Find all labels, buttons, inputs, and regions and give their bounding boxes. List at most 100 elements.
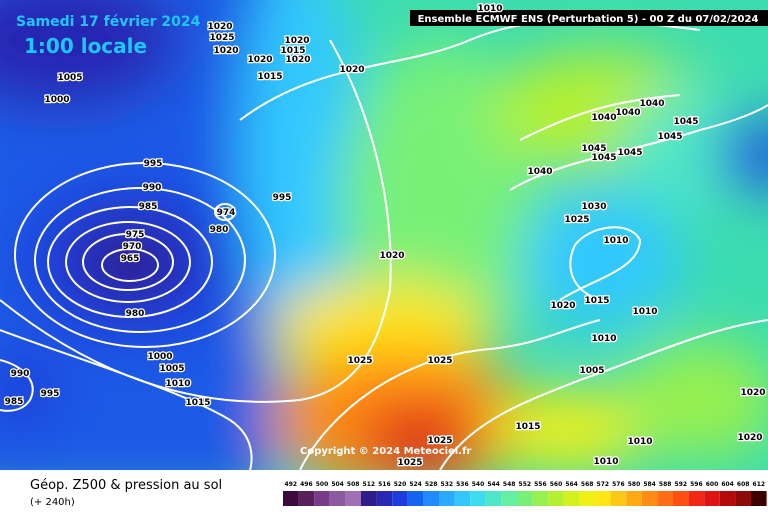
- isobar-label: 1005: [579, 366, 604, 376]
- legend-label: 520: [394, 481, 407, 488]
- isobar-label: 1045: [591, 153, 616, 163]
- isobar-label: 980: [210, 225, 229, 235]
- legend-label: 540: [472, 481, 485, 488]
- legend-swatch: [376, 491, 393, 506]
- field: [0, 0, 768, 470]
- isobar-label: 1020: [213, 46, 238, 56]
- isobar-label: 1000: [147, 352, 172, 362]
- legend-swatch: [688, 491, 705, 506]
- legend-swatch: [704, 491, 720, 506]
- isobar-label: 1010: [593, 457, 618, 467]
- legend-swatch: [392, 491, 408, 506]
- isobar-label: 1020: [339, 65, 364, 75]
- legend-label: 528: [425, 481, 438, 488]
- isobar-label: 985: [5, 397, 24, 407]
- isobar-label: 1010: [591, 334, 616, 344]
- legend-swatch: [751, 491, 767, 506]
- isobar-label: 1040: [639, 99, 664, 109]
- isobar-label: 995: [144, 159, 163, 169]
- legend-label: 588: [659, 481, 672, 488]
- legend-swatch: [454, 491, 471, 506]
- legend-label: 584: [643, 481, 656, 488]
- isobar-label: 1010: [632, 307, 657, 317]
- isobar-label: 1020: [737, 433, 762, 443]
- isobar-label: 1015: [515, 422, 540, 432]
- product-title: Géop. Z500 & pression au sol: [30, 478, 222, 493]
- isobar-label: 985: [139, 202, 158, 212]
- legend-swatch: [470, 491, 486, 506]
- legend-swatch: [673, 491, 689, 506]
- legend-swatch: [517, 491, 533, 506]
- isobar-label: 995: [41, 389, 60, 399]
- legend-label: 532: [441, 481, 454, 488]
- isobar-label: 1025: [397, 458, 422, 468]
- isobar-label: 965: [121, 254, 140, 264]
- legend-label: 524: [409, 481, 422, 488]
- isobar-label: 975: [126, 230, 145, 240]
- local-time: 1:00 locale: [24, 34, 147, 58]
- legend-label: 596: [690, 481, 703, 488]
- legend-label: 580: [628, 481, 641, 488]
- isobar-label: 1025: [347, 356, 372, 366]
- isobar-label: 1045: [581, 144, 606, 154]
- legend-label: 504: [331, 481, 344, 488]
- isobar-label: 1010: [165, 379, 190, 389]
- legend-swatch: [595, 491, 611, 506]
- isobar-label: 1020: [379, 251, 404, 261]
- isobar-label: 1025: [564, 215, 589, 225]
- legend-label: 516: [378, 481, 391, 488]
- legend-swatch: [735, 491, 751, 506]
- isobar-label: 970: [123, 242, 142, 252]
- isobar-label: 990: [143, 183, 162, 193]
- isobar-label: 1045: [657, 132, 682, 142]
- legend-swatch: [345, 491, 361, 506]
- isobar-label: 1025: [209, 33, 234, 43]
- isobar-label: 1005: [57, 73, 82, 83]
- isobar-label: 1030: [581, 202, 606, 212]
- legend-swatch: [439, 491, 455, 506]
- isobar-label: 1015: [257, 72, 282, 82]
- legend-swatch: [548, 491, 564, 506]
- isobars: [0, 19, 768, 470]
- legend-label: 592: [675, 481, 688, 488]
- isobar-label: 1040: [615, 108, 640, 118]
- isobar-label: 1045: [617, 148, 642, 158]
- isobar-label: 1010: [603, 236, 628, 246]
- legend-label: 572: [597, 481, 610, 488]
- legend-label: 612: [753, 481, 766, 488]
- legend-swatch: [298, 491, 315, 506]
- isobar-label: 1040: [527, 167, 552, 177]
- run-info: Ensemble ECMWF ENS (Perturbation 5) - 00…: [418, 14, 759, 25]
- legend-label: 600: [706, 481, 719, 488]
- isobar-label: 1025: [427, 436, 452, 446]
- legend-label: 556: [534, 481, 547, 488]
- legend-swatch: [501, 491, 517, 506]
- legend-label: 544: [487, 481, 500, 488]
- legend-swatch: [579, 491, 595, 506]
- legend-label: 564: [565, 481, 578, 488]
- isobar-label: 1020: [550, 301, 575, 311]
- legend-swatch: [314, 491, 330, 506]
- isobar-label: 990: [11, 369, 30, 379]
- isobar-label: 1020: [740, 388, 765, 398]
- legend-swatch: [423, 491, 439, 506]
- isobar-label: 1020: [284, 36, 309, 46]
- legend-label: 548: [503, 481, 516, 488]
- isobar-label: 1040: [591, 113, 616, 123]
- legend-swatch: [407, 491, 424, 506]
- legend-swatch: [657, 491, 673, 506]
- legend-label: 508: [347, 481, 360, 488]
- legend-swatch: [610, 491, 627, 506]
- isobar-label: 995: [273, 193, 292, 203]
- isobar-label: 1000: [44, 95, 69, 105]
- isobar-label: 1045: [673, 117, 698, 127]
- legend-swatch: [361, 491, 377, 506]
- legend-label: 576: [612, 481, 625, 488]
- date: Samedi 17 février 2024: [16, 14, 201, 30]
- lead-time: (+ 240h): [30, 497, 75, 508]
- legend-label: 604: [721, 481, 734, 488]
- isobar-label: 1025: [427, 356, 452, 366]
- legend-label: 496: [300, 481, 313, 488]
- legend-label: 512: [363, 481, 376, 488]
- isobar-label: 1005: [159, 364, 184, 374]
